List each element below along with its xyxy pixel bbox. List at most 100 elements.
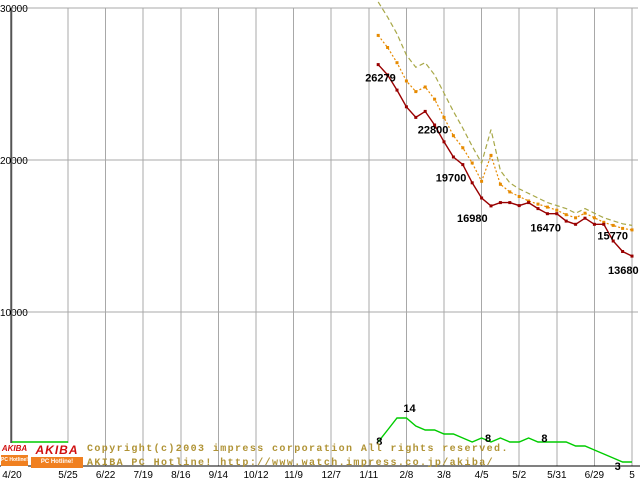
marker-price-min bbox=[611, 239, 615, 243]
marker-price-min bbox=[376, 63, 380, 67]
marker-price-min bbox=[433, 123, 437, 127]
marker-price-avg bbox=[461, 146, 465, 150]
data-label: 8 bbox=[485, 433, 491, 445]
x-tick-label: 2/8 bbox=[399, 470, 413, 480]
marker-price-min bbox=[404, 105, 408, 109]
data-label: 13680 bbox=[608, 265, 639, 277]
data-label: 15770 bbox=[597, 230, 628, 242]
marker-price-min bbox=[480, 196, 484, 200]
x-tick-label: 5/25 bbox=[58, 470, 78, 480]
footer: AKIBA PC Hotline! AKIBA PC Hotline! Copy… bbox=[1, 443, 509, 471]
x-tick-label: 7/19 bbox=[133, 470, 153, 480]
x-tick-label: 5/2 bbox=[512, 470, 526, 480]
data-label: 26279 bbox=[365, 73, 396, 85]
marker-price-min bbox=[414, 115, 418, 119]
marker-price-min bbox=[386, 73, 390, 77]
marker-price-avg bbox=[621, 226, 625, 230]
y-tick-label: 10000 bbox=[0, 308, 28, 319]
marker-price-avg bbox=[592, 216, 596, 220]
marker-price-avg bbox=[583, 211, 587, 215]
data-label: 8 bbox=[376, 436, 382, 448]
akiba-logo-icon-title: AKIBA bbox=[1, 444, 28, 453]
marker-price-avg bbox=[470, 161, 474, 165]
x-tick-label: 4/20 bbox=[2, 470, 22, 480]
y-tick-label: 30000 bbox=[0, 4, 28, 15]
marker-price-min bbox=[461, 163, 465, 167]
marker-price-min bbox=[442, 140, 446, 144]
site-url-line: AKIBA PC Hotline! http://www.watch.impre… bbox=[87, 458, 495, 469]
marker-price-min bbox=[517, 204, 521, 208]
x-tick-label: 5/31 bbox=[547, 470, 567, 480]
series-price-max bbox=[377, 1, 633, 226]
akiba-logo-icon: AKIBA PC Hotline! bbox=[1, 443, 28, 469]
marker-price-avg bbox=[395, 61, 399, 65]
x-tick-label: 3/8 bbox=[437, 470, 451, 480]
marker-price-avg bbox=[423, 85, 427, 89]
marker-price-avg bbox=[404, 79, 408, 83]
x-tick-label: 10/12 bbox=[243, 470, 268, 480]
marker-price-min bbox=[451, 155, 455, 159]
marker-price-avg bbox=[574, 216, 578, 220]
marker-price-avg bbox=[442, 115, 446, 119]
marker-price-min bbox=[583, 216, 587, 220]
akiba-logo: AKIBA PC Hotline! bbox=[31, 443, 83, 468]
marker-price-min bbox=[555, 212, 559, 216]
marker-price-avg bbox=[489, 153, 493, 157]
marker-price-min bbox=[395, 88, 399, 92]
marker-price-avg bbox=[498, 182, 502, 186]
x-tick-label: 1/11 bbox=[359, 470, 378, 480]
marker-price-avg bbox=[602, 220, 606, 224]
marker-price-min bbox=[630, 254, 634, 258]
data-label: 16470 bbox=[530, 223, 561, 235]
marker-price-avg bbox=[630, 228, 634, 232]
marker-price-min bbox=[536, 207, 540, 211]
x-tick-label: 6/22 bbox=[96, 470, 116, 480]
marker-price-avg bbox=[555, 208, 559, 212]
x-tick-label: 11/9 bbox=[284, 470, 303, 480]
akiba-logo-icon-subtitle: PC Hotline! bbox=[1, 455, 28, 466]
data-label: 14 bbox=[403, 403, 416, 415]
data-label: 22800 bbox=[418, 124, 449, 136]
marker-price-min bbox=[423, 109, 427, 113]
x-tick-label: 6/29 bbox=[585, 470, 605, 480]
marker-price-avg bbox=[564, 213, 568, 217]
copyright-line: Copyright(c)2003 impress corporation All… bbox=[87, 444, 509, 455]
marker-price-min bbox=[470, 181, 474, 185]
akiba-logo-title: AKIBA bbox=[35, 443, 79, 457]
marker-price-avg bbox=[536, 202, 540, 206]
marker-price-min bbox=[602, 222, 606, 226]
marker-price-avg bbox=[480, 179, 484, 183]
data-label: 16980 bbox=[457, 213, 488, 225]
marker-price-min bbox=[508, 201, 512, 205]
marker-price-avg bbox=[517, 195, 521, 198]
x-tick-label: 4/5 bbox=[475, 470, 489, 480]
marker-price-avg bbox=[508, 190, 512, 194]
akiba-logo-subtitle: PC Hotline! bbox=[31, 457, 83, 468]
marker-price-avg bbox=[545, 205, 549, 209]
series-shop-count bbox=[377, 417, 632, 463]
marker-price-min bbox=[489, 204, 493, 208]
marker-price-avg bbox=[386, 46, 390, 49]
marker-price-avg bbox=[376, 33, 380, 37]
marker-price-avg bbox=[611, 223, 615, 227]
marker-price-min bbox=[498, 201, 502, 205]
marker-price-avg bbox=[433, 97, 437, 101]
marker-price-avg bbox=[527, 199, 531, 203]
marker-price-min bbox=[592, 222, 596, 226]
data-label: 3 bbox=[615, 461, 621, 473]
marker-price-min bbox=[545, 212, 549, 216]
data-label: 8 bbox=[541, 433, 547, 445]
x-tick-label: 8/16 bbox=[171, 470, 191, 480]
marker-price-avg bbox=[414, 90, 418, 94]
series-price-min bbox=[377, 64, 633, 257]
marker-price-min bbox=[527, 201, 531, 205]
series-price-avg bbox=[377, 35, 633, 231]
x-tick-label: 9/14 bbox=[209, 470, 229, 480]
data-label: 19700 bbox=[436, 173, 467, 185]
y-tick-label: 20000 bbox=[0, 156, 28, 167]
copyright: Copyright(c)2003 impress corporation All… bbox=[87, 443, 509, 471]
x-tick-label: 5 bbox=[629, 470, 635, 480]
x-tick-label: 12/7 bbox=[321, 470, 341, 480]
